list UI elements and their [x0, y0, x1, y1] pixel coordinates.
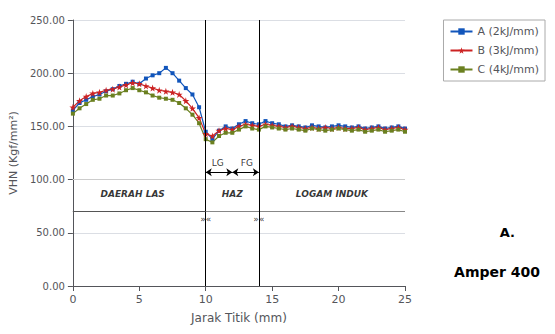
svg-text:LOGAM INDUK: LOGAM INDUK [296, 189, 369, 199]
svg-text:20: 20 [332, 293, 346, 306]
svg-text:LG: LG [212, 158, 224, 168]
svg-text:0: 0 [69, 293, 76, 306]
svg-text:VHN (Kgf/mm²): VHN (Kgf/mm²) [7, 111, 20, 195]
svg-text:B (3kJ/mm): B (3kJ/mm) [477, 44, 538, 57]
svg-text:0.00: 0.00 [43, 281, 65, 292]
svg-text:C (4kJ/mm): C (4kJ/mm) [477, 63, 539, 76]
svg-text:DAERAH LAS: DAERAH LAS [101, 189, 165, 199]
svg-text:150.00: 150.00 [30, 121, 65, 132]
svg-text:A.: A. [500, 225, 515, 240]
svg-text:»«: »« [253, 214, 264, 224]
svg-text:10: 10 [199, 293, 213, 306]
svg-text:FG: FG [241, 158, 253, 168]
svg-text:Amper 400: Amper 400 [454, 264, 540, 280]
svg-text:100.00: 100.00 [30, 174, 65, 185]
svg-text:50.00: 50.00 [36, 227, 65, 238]
svg-text:25: 25 [398, 293, 412, 306]
svg-text:»«: »« [200, 214, 211, 224]
svg-text:Jarak Titik (mm): Jarak Titik (mm) [190, 311, 287, 325]
svg-text:200.00: 200.00 [30, 68, 65, 79]
svg-text:15: 15 [265, 293, 279, 306]
svg-text:250.00: 250.00 [30, 15, 65, 26]
svg-text:HAZ: HAZ [222, 189, 243, 199]
svg-text:5: 5 [136, 293, 143, 306]
svg-text:A (2kJ/mm): A (2kJ/mm) [477, 25, 538, 38]
